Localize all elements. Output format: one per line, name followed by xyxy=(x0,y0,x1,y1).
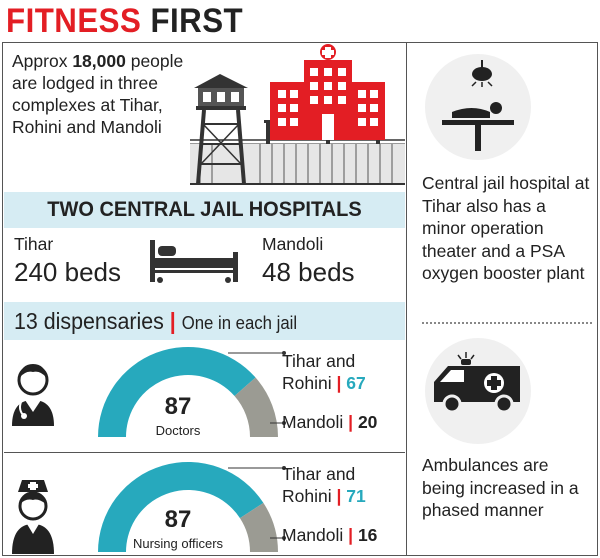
prison-illustration xyxy=(190,44,405,185)
doctors-separator-2: | xyxy=(348,412,354,432)
intro-prefix: Approx xyxy=(12,51,73,71)
ambulance-icon xyxy=(434,352,520,414)
nurses-tihar-rohini-value: 71 xyxy=(346,486,366,506)
nurses-mandoli-label: Mandoli xyxy=(282,525,344,545)
tihar-name: Tihar xyxy=(14,234,54,254)
nurses-total: 87 xyxy=(164,506,192,533)
operation-theater-text: Central jail hospital at Tihar also has … xyxy=(422,173,590,283)
hospital-bed-icon xyxy=(150,240,238,283)
doctors-mandoli-value: 20 xyxy=(357,412,378,432)
nurses-gauge xyxy=(98,462,286,552)
title-part-red: FITNESS xyxy=(6,2,142,40)
tihar-hospital: Tihar 240 beds xyxy=(14,234,121,288)
dispensaries-detail: One in each jail xyxy=(181,313,298,333)
nurses-mandoli-arc xyxy=(239,502,278,552)
watchtower-icon xyxy=(194,74,248,185)
mandoli-hospital: Mandoli 48 beds xyxy=(262,234,355,288)
nurses-leader-dot-bottom xyxy=(282,536,286,540)
intro-number: 18,000 xyxy=(72,51,126,71)
dispensaries-count: 13 dispensaries xyxy=(14,308,164,334)
doctors-mandoli: Mandoli | 20 xyxy=(282,411,377,433)
nurses-tihar-rohini-label-1: Tihar and xyxy=(282,464,356,484)
nurses-mandoli-value: 16 xyxy=(357,525,378,545)
barbed-fence-icon xyxy=(190,120,405,185)
dotted-divider xyxy=(422,322,592,324)
doctors-separator-1: | xyxy=(336,373,342,393)
nurses-separator-1: | xyxy=(336,486,342,506)
ambulance-text: Ambulances are being increased in a phas… xyxy=(422,455,579,520)
left-panel xyxy=(2,42,407,556)
doctors-mandoli-label: Mandoli xyxy=(282,412,344,432)
title-part-dark: FIRST xyxy=(150,2,244,40)
nurses-tihar-rohini-label-2: Rohini xyxy=(282,486,332,506)
mandoli-beds: 48 beds xyxy=(262,257,355,287)
doctors-tihar-rohini: Tihar and Rohini | 67 xyxy=(282,350,366,394)
mandoli-name: Mandoli xyxy=(262,234,324,254)
nurse-icon xyxy=(12,480,54,554)
nurses-separator-2: | xyxy=(348,525,354,545)
doctors-leader-dot-top xyxy=(282,351,286,355)
hospital-building-icon xyxy=(270,44,385,140)
doctors-tihar-rohini-label-1: Tihar and xyxy=(282,351,356,371)
doctors-tihar-rohini-arc xyxy=(98,347,256,437)
nurses-mandoli: Mandoli | 16 xyxy=(282,524,377,546)
doctors-label: Doctors xyxy=(155,423,201,438)
hospitals-heading: TWO CENTRAL JAIL HOSPITALS xyxy=(47,197,362,221)
doctor-icon xyxy=(12,364,54,426)
dispensaries-separator: | xyxy=(169,308,176,334)
operation-theater-icon xyxy=(442,60,514,151)
doctors-tihar-rohini-label-2: Rohini xyxy=(282,373,332,393)
nurses-leader-dot-top xyxy=(282,466,286,470)
tihar-beds: 240 beds xyxy=(14,257,121,287)
dispensaries-band: 13 dispensaries | One in each jail xyxy=(4,302,405,340)
page-title: FITNESS FIRST xyxy=(6,2,243,41)
hospitals-heading-band: TWO CENTRAL JAIL HOSPITALS xyxy=(4,192,405,228)
section-divider xyxy=(4,452,405,453)
nurses-tihar-rohini-arc xyxy=(98,462,264,552)
dispensaries-text: 13 dispensaries | One in each jail xyxy=(14,308,297,335)
nurses-label: Nursing officers xyxy=(132,536,224,551)
intro-text: Approx 18,000 people are lodged in three… xyxy=(12,50,202,138)
infographic-frame xyxy=(2,42,598,556)
nurses-tihar-rohini: Tihar and Rohini | 71 xyxy=(282,463,366,507)
doctors-mandoli-arc xyxy=(234,377,278,437)
doctors-leader-dot-bottom xyxy=(282,421,286,425)
doctors-total: 87 xyxy=(164,393,192,420)
doctors-gauge xyxy=(98,347,286,437)
intro-rest: people are lodged in three complexes at … xyxy=(12,51,184,137)
doctors-tihar-rohini-value: 67 xyxy=(346,373,366,393)
